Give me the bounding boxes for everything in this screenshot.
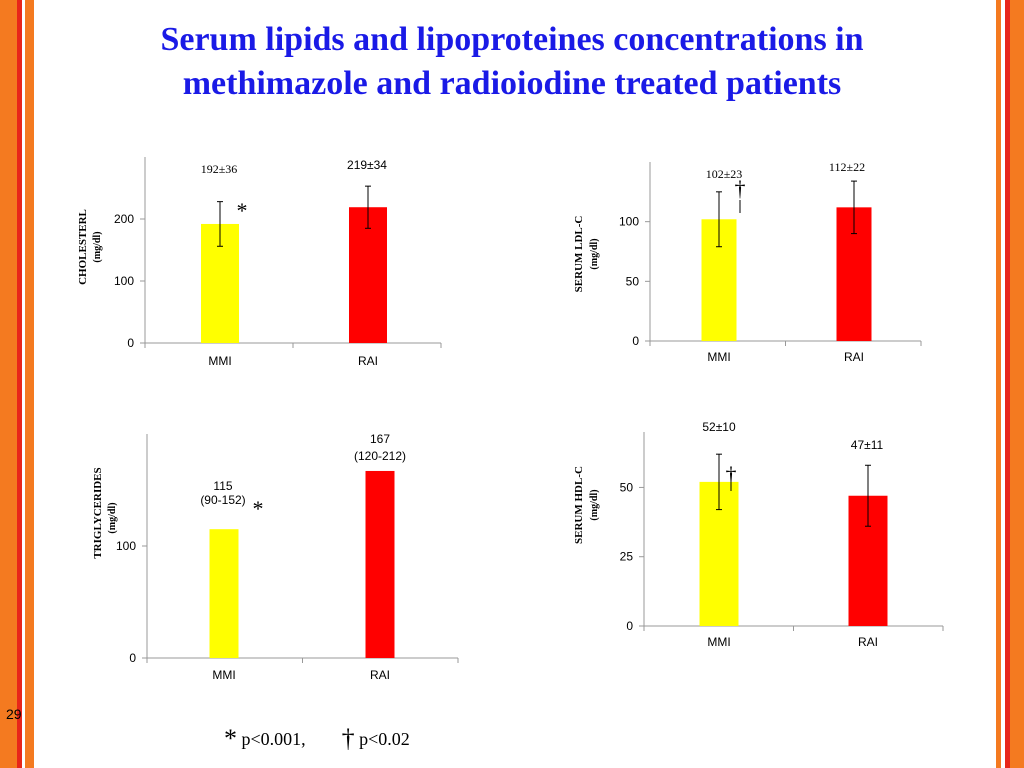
chart-hdl: 0 25 50 SERUM HDL-C (mg/dl) MMI 52±10 RAI 47±11 † bbox=[573, 420, 944, 649]
right-stripe-orange bbox=[1010, 0, 1024, 768]
bar-rai bbox=[365, 470, 395, 658]
y-tick-label: 100 bbox=[619, 215, 639, 229]
y-tick-label: 0 bbox=[127, 336, 134, 350]
data-label: 167 bbox=[370, 432, 390, 446]
legend-text-1: p<0.001, bbox=[241, 729, 306, 749]
y-tick-label: 0 bbox=[129, 651, 136, 665]
significance-mark: † bbox=[735, 176, 746, 201]
significance-mark: * bbox=[253, 496, 264, 521]
data-label: 192±36 bbox=[201, 162, 238, 176]
slide-title: Serum lipids and lipoproteines concentra… bbox=[0, 18, 1024, 106]
category-label: MMI bbox=[208, 354, 231, 368]
y-axis-unit: (mg/dl) bbox=[92, 231, 103, 262]
bar-rai bbox=[349, 207, 387, 343]
data-label: 52±10 bbox=[702, 420, 736, 434]
asterisk-symbol: * bbox=[224, 724, 237, 753]
right-stripe-red bbox=[1005, 0, 1010, 768]
left-stripe-orange bbox=[0, 0, 17, 768]
y-axis-unit: (mg/dl) bbox=[589, 238, 600, 269]
y-axis-label: SERUM HDL-C bbox=[573, 466, 585, 544]
left-stripe-orange-inner bbox=[25, 0, 34, 768]
page-number: 29 bbox=[6, 706, 22, 722]
significance-legend: * p<0.001, † p<0.02 bbox=[224, 724, 410, 754]
dagger-symbol: † bbox=[341, 724, 355, 753]
chart-ldl: 0 50 100 SERUM LDL-C (mg/dl) MMI 102±23 RAI 112±… bbox=[573, 160, 922, 364]
category-label: RAI bbox=[844, 350, 864, 364]
category-label: MMI bbox=[212, 668, 235, 682]
data-label: (120-212) bbox=[354, 449, 406, 463]
y-tick-label: 200 bbox=[114, 212, 134, 226]
category-label: RAI bbox=[858, 635, 878, 649]
right-stripe-orange-inner bbox=[996, 0, 1001, 768]
data-label: 102±23 bbox=[706, 167, 743, 181]
chart-cholesterol: 0 100 200 CHOLESTERL (mg/dl) MMI 192±36 RAI 219±… bbox=[77, 157, 442, 368]
bar-mmi bbox=[209, 529, 239, 658]
data-label: (90-152) bbox=[200, 493, 245, 507]
y-axis-label: CHOLESTERL bbox=[77, 209, 89, 285]
left-stripe-red bbox=[17, 0, 22, 768]
title-line-1: Serum lipids and lipoproteines concentra… bbox=[160, 21, 864, 58]
y-tick-label: 100 bbox=[116, 539, 136, 553]
significance-mark: † bbox=[726, 462, 737, 487]
left-stripe-white bbox=[22, 0, 25, 768]
data-label: 115 bbox=[213, 479, 232, 493]
legend-text-2: p<0.02 bbox=[359, 729, 410, 749]
chart-triglycerides: 0 100 TRIGLYCERIDES (mg/dl) MMI 115(90-152) RA… bbox=[92, 432, 459, 682]
y-tick-label: 100 bbox=[114, 274, 134, 288]
data-label: 112±22 bbox=[829, 160, 865, 174]
data-label: 219±34 bbox=[347, 158, 387, 172]
y-tick-label: 50 bbox=[620, 480, 634, 494]
category-label: MMI bbox=[707, 635, 730, 649]
y-tick-label: 50 bbox=[626, 274, 640, 288]
data-label: 47±11 bbox=[851, 438, 884, 452]
significance-mark: * bbox=[237, 198, 248, 223]
right-stripe-white bbox=[1001, 0, 1005, 768]
y-tick-label: 0 bbox=[632, 334, 639, 348]
y-axis-unit: (mg/dl) bbox=[589, 489, 600, 520]
category-label: MMI bbox=[707, 350, 730, 364]
title-line-2: methimazole and radioiodine treated pati… bbox=[182, 65, 842, 102]
y-axis-label: SERUM LDL-C bbox=[573, 216, 585, 293]
category-label: RAI bbox=[370, 668, 390, 682]
y-tick-label: 25 bbox=[620, 550, 634, 564]
y-axis-unit: (mg/dl) bbox=[107, 502, 118, 533]
y-tick-label: 0 bbox=[626, 619, 633, 633]
y-axis-label: TRIGLYCERIDES bbox=[92, 467, 104, 558]
category-label: RAI bbox=[358, 354, 378, 368]
